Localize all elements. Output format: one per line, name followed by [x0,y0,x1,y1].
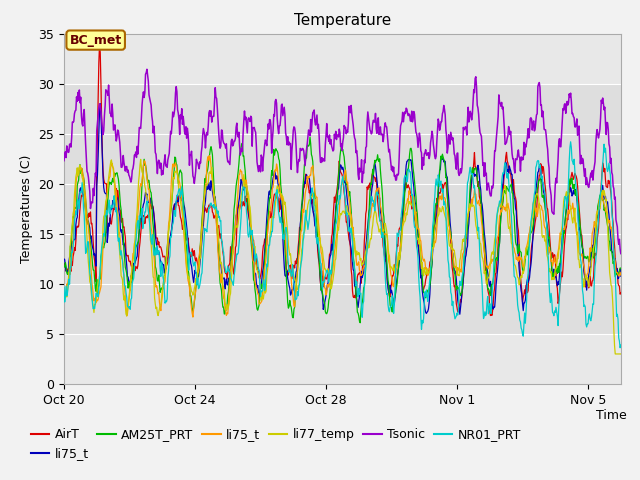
Tsonic [60,158,68,164]
NR01_PRT [616,345,624,350]
AM25T_PRT [399,212,407,217]
NR01_PRT [60,285,68,290]
AirT [486,312,494,318]
Line: AirT: AirT [64,44,621,315]
li77_temp [415,238,423,244]
li75_t [399,211,406,216]
Tsonic [399,109,406,115]
Tsonic [143,66,151,72]
li75_t [60,296,68,301]
li77_temp [60,296,68,301]
AM25T_PRT [60,264,68,269]
Tsonic [94,111,102,117]
Tsonic [540,126,548,132]
li77_temp [399,223,406,229]
AM25T_PRT [416,243,424,249]
li75_t [541,198,548,204]
Y-axis label: Temperatures (C): Temperatures (C) [20,155,33,263]
li75_t [206,153,214,158]
li75_t [484,264,492,269]
NR01_PRT [383,291,391,297]
li75_t [617,273,625,279]
Line: li75_t: li75_t [64,156,621,317]
li75_t [541,225,548,231]
AirT [94,96,102,101]
Title: Temperature: Temperature [294,13,391,28]
li77_temp [384,244,392,250]
li75_t [384,285,392,291]
AirT [415,253,423,259]
li75_t [617,272,625,278]
li75_t [97,101,104,107]
li77_temp [94,280,102,286]
AirT [483,280,491,286]
Line: NR01_PRT: NR01_PRT [64,142,621,348]
Legend: AirT, li75_t, AM25T_PRT, li75_t, li77_temp, Tsonic, NR01_PRT: AirT, li75_t, AM25T_PRT, li75_t, li77_te… [26,423,526,465]
NR01_PRT [94,294,102,300]
AirT [60,262,68,268]
NR01_PRT [483,311,490,317]
NR01_PRT [617,342,625,348]
li75_t [60,256,68,262]
Tsonic [415,130,423,136]
li75_t [385,258,392,264]
Line: li75_t: li75_t [64,104,621,314]
AM25T_PRT [617,265,625,271]
NR01_PRT [540,181,547,187]
li75_t [94,153,102,158]
Line: li77_temp: li77_temp [64,159,621,354]
AM25T_PRT [356,320,364,325]
li75_t [456,312,463,317]
AM25T_PRT [306,134,314,140]
Tsonic [483,187,491,193]
AirT [541,180,548,186]
li75_t [189,314,196,320]
NR01_PRT [398,205,406,211]
Tsonic [617,251,625,256]
AirT [399,210,406,216]
li75_t [415,254,423,260]
NR01_PRT [415,275,422,280]
AirT [617,290,625,296]
Line: Tsonic: Tsonic [64,69,621,253]
Bar [64,84,621,334]
Text: Time: Time [596,408,627,421]
AirT [384,282,392,288]
Text: BC_met: BC_met [70,34,122,47]
li75_t [399,218,407,224]
li75_t [484,270,492,276]
li77_temp [617,351,625,357]
li77_temp [483,281,491,287]
li77_temp [540,233,548,239]
li77_temp [137,156,145,162]
li75_t [416,237,424,243]
AM25T_PRT [541,201,548,207]
li77_temp [611,351,619,357]
AM25T_PRT [484,286,492,292]
Line: AM25T_PRT: AM25T_PRT [64,137,621,323]
AM25T_PRT [94,284,102,290]
Tsonic [384,141,392,146]
AirT [96,41,104,47]
NR01_PRT [567,139,575,144]
li75_t [94,297,102,302]
AM25T_PRT [385,282,392,288]
